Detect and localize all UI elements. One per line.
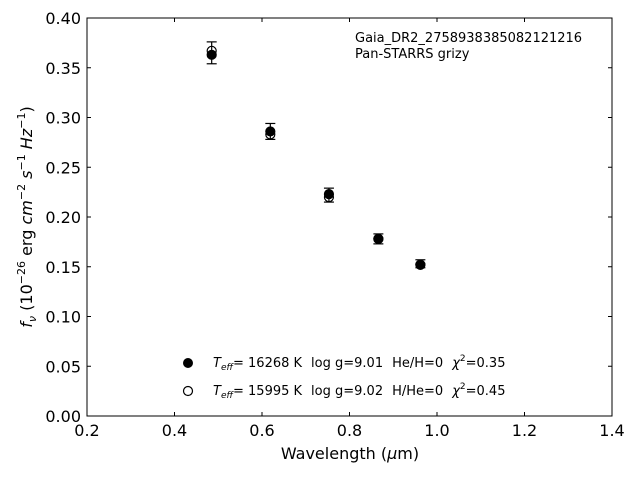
point-open bbox=[206, 45, 217, 56]
data-points bbox=[206, 45, 426, 270]
y-tick-label: 0.30 bbox=[45, 109, 81, 128]
annotation-line2: Pan-STARRS grizy bbox=[355, 47, 470, 62]
x-tick-label: 1.2 bbox=[512, 421, 537, 440]
legend-marker-open bbox=[182, 385, 194, 397]
y-tick-label: 0.05 bbox=[45, 357, 81, 376]
x-tick-label: 0.4 bbox=[162, 421, 187, 440]
y-tick-label: 0.20 bbox=[45, 208, 81, 227]
point-open bbox=[265, 129, 276, 140]
y-tick-label: 0.10 bbox=[45, 308, 81, 327]
point-filled bbox=[265, 126, 276, 137]
y-axis-label: fν (10−26 erg cm−2 s−1 Hz−1) bbox=[15, 106, 39, 327]
annotation-line1: Gaia_DR2_2758938385082121216 bbox=[355, 31, 582, 46]
x-tick-label: 1.0 bbox=[424, 421, 449, 440]
y-tick-label: 0.15 bbox=[45, 258, 81, 277]
axis-ticks: 0.2 0.4 0.6 0.8 1.0 1.2 1.4 0.00 0.05 0.10 0.15 0.2… bbox=[45, 9, 624, 440]
x-tick-label: 1.4 bbox=[599, 421, 624, 440]
plot-area bbox=[86, 17, 613, 417]
point-open bbox=[373, 233, 384, 244]
x-tick-label: 0.6 bbox=[249, 421, 274, 440]
x-axis-label: Wavelength (μm) bbox=[281, 444, 419, 463]
point-filled bbox=[323, 189, 335, 200]
y-tick-label: 0.25 bbox=[45, 158, 81, 177]
point-open bbox=[415, 259, 426, 270]
legend-marker-filled bbox=[183, 358, 193, 368]
x-tick-label: 0.8 bbox=[337, 421, 362, 440]
y-tick-label: 0.35 bbox=[45, 59, 81, 78]
x-tick-label: 0.2 bbox=[74, 421, 99, 440]
y-tick-label: 0.00 bbox=[45, 407, 81, 426]
point-open bbox=[323, 192, 335, 203]
y-tick-label: 0.40 bbox=[45, 9, 81, 28]
